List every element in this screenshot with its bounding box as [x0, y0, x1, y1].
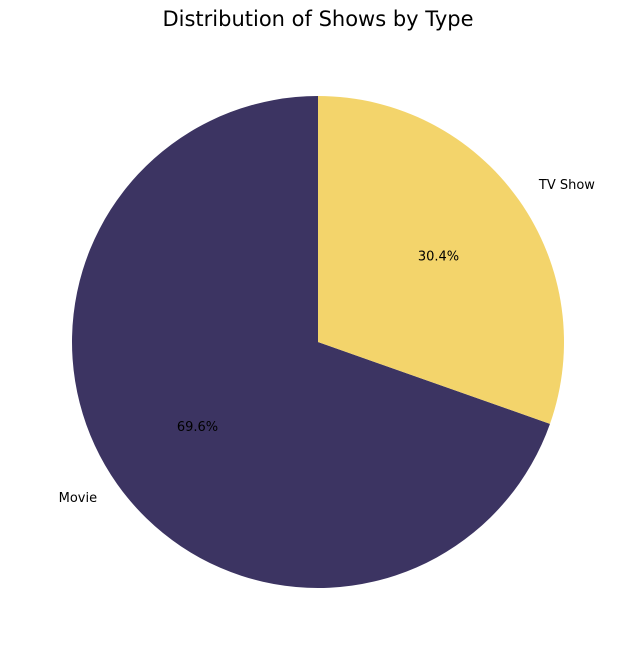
pct-label-movie: 69.6%: [177, 420, 218, 435]
slice-label-tv-show: TV Show: [538, 178, 595, 193]
slice-label-movie: Movie: [59, 491, 97, 506]
pie-labels: Movie 69.6% TV Show 30.4%: [59, 178, 596, 506]
pie-slice-tv-show: [318, 96, 565, 424]
pie-slice-movie: [72, 96, 550, 588]
chart-title: Distribution of Shows by Type: [162, 7, 473, 31]
pie-slices: [72, 96, 565, 588]
pct-label-tv-show: 30.4%: [418, 249, 459, 264]
